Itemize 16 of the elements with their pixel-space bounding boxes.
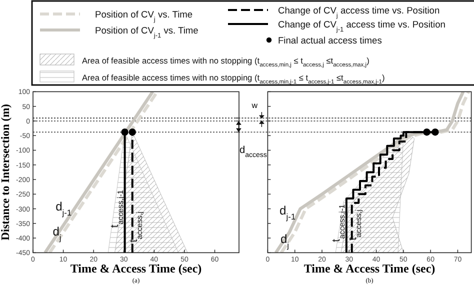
legend-label: Area of feasible access times with no stopping (t$_{access,min,j}$ ≤ t$_{access,j}$ ≤t$_{access,max,j}$) (82, 56, 370, 68)
legend-label: Change of CV$_{j}$ access time vs. Position (278, 6, 440, 19)
x-axis-title: Time & Access Time (sec) (304, 262, 436, 276)
text: w (250, 101, 258, 110)
text: d$_{access}$ (240, 145, 268, 159)
annotation: d$_{j}$ (52, 224, 62, 243)
legend-label: Position of CV$_{j-1}$ vs. Time (95, 26, 198, 39)
legend-label: Change of CV$_{j-1}$ access time vs. Position (278, 20, 446, 33)
legend-label: Final actual access times (278, 36, 382, 46)
x-axis-title: Time & Access Time (sec) (70, 262, 202, 276)
annotation: d$_{j-1}$ (280, 204, 296, 222)
legend-label: Area of feasible access times with no stopping (t$_{access,min,j-1}$ ≤ t$_{access,j-1}$ ≤t$_{access,max,j-1}$) (82, 72, 386, 86)
y-axis-title: Distance to Intersection (m) (0, 104, 12, 240)
annotation: d$_{j-1}$ (56, 199, 72, 218)
legend-label: Position of CV$_{j}$ vs. Time (95, 10, 193, 23)
annotation: d$_{j}$ (280, 232, 290, 250)
